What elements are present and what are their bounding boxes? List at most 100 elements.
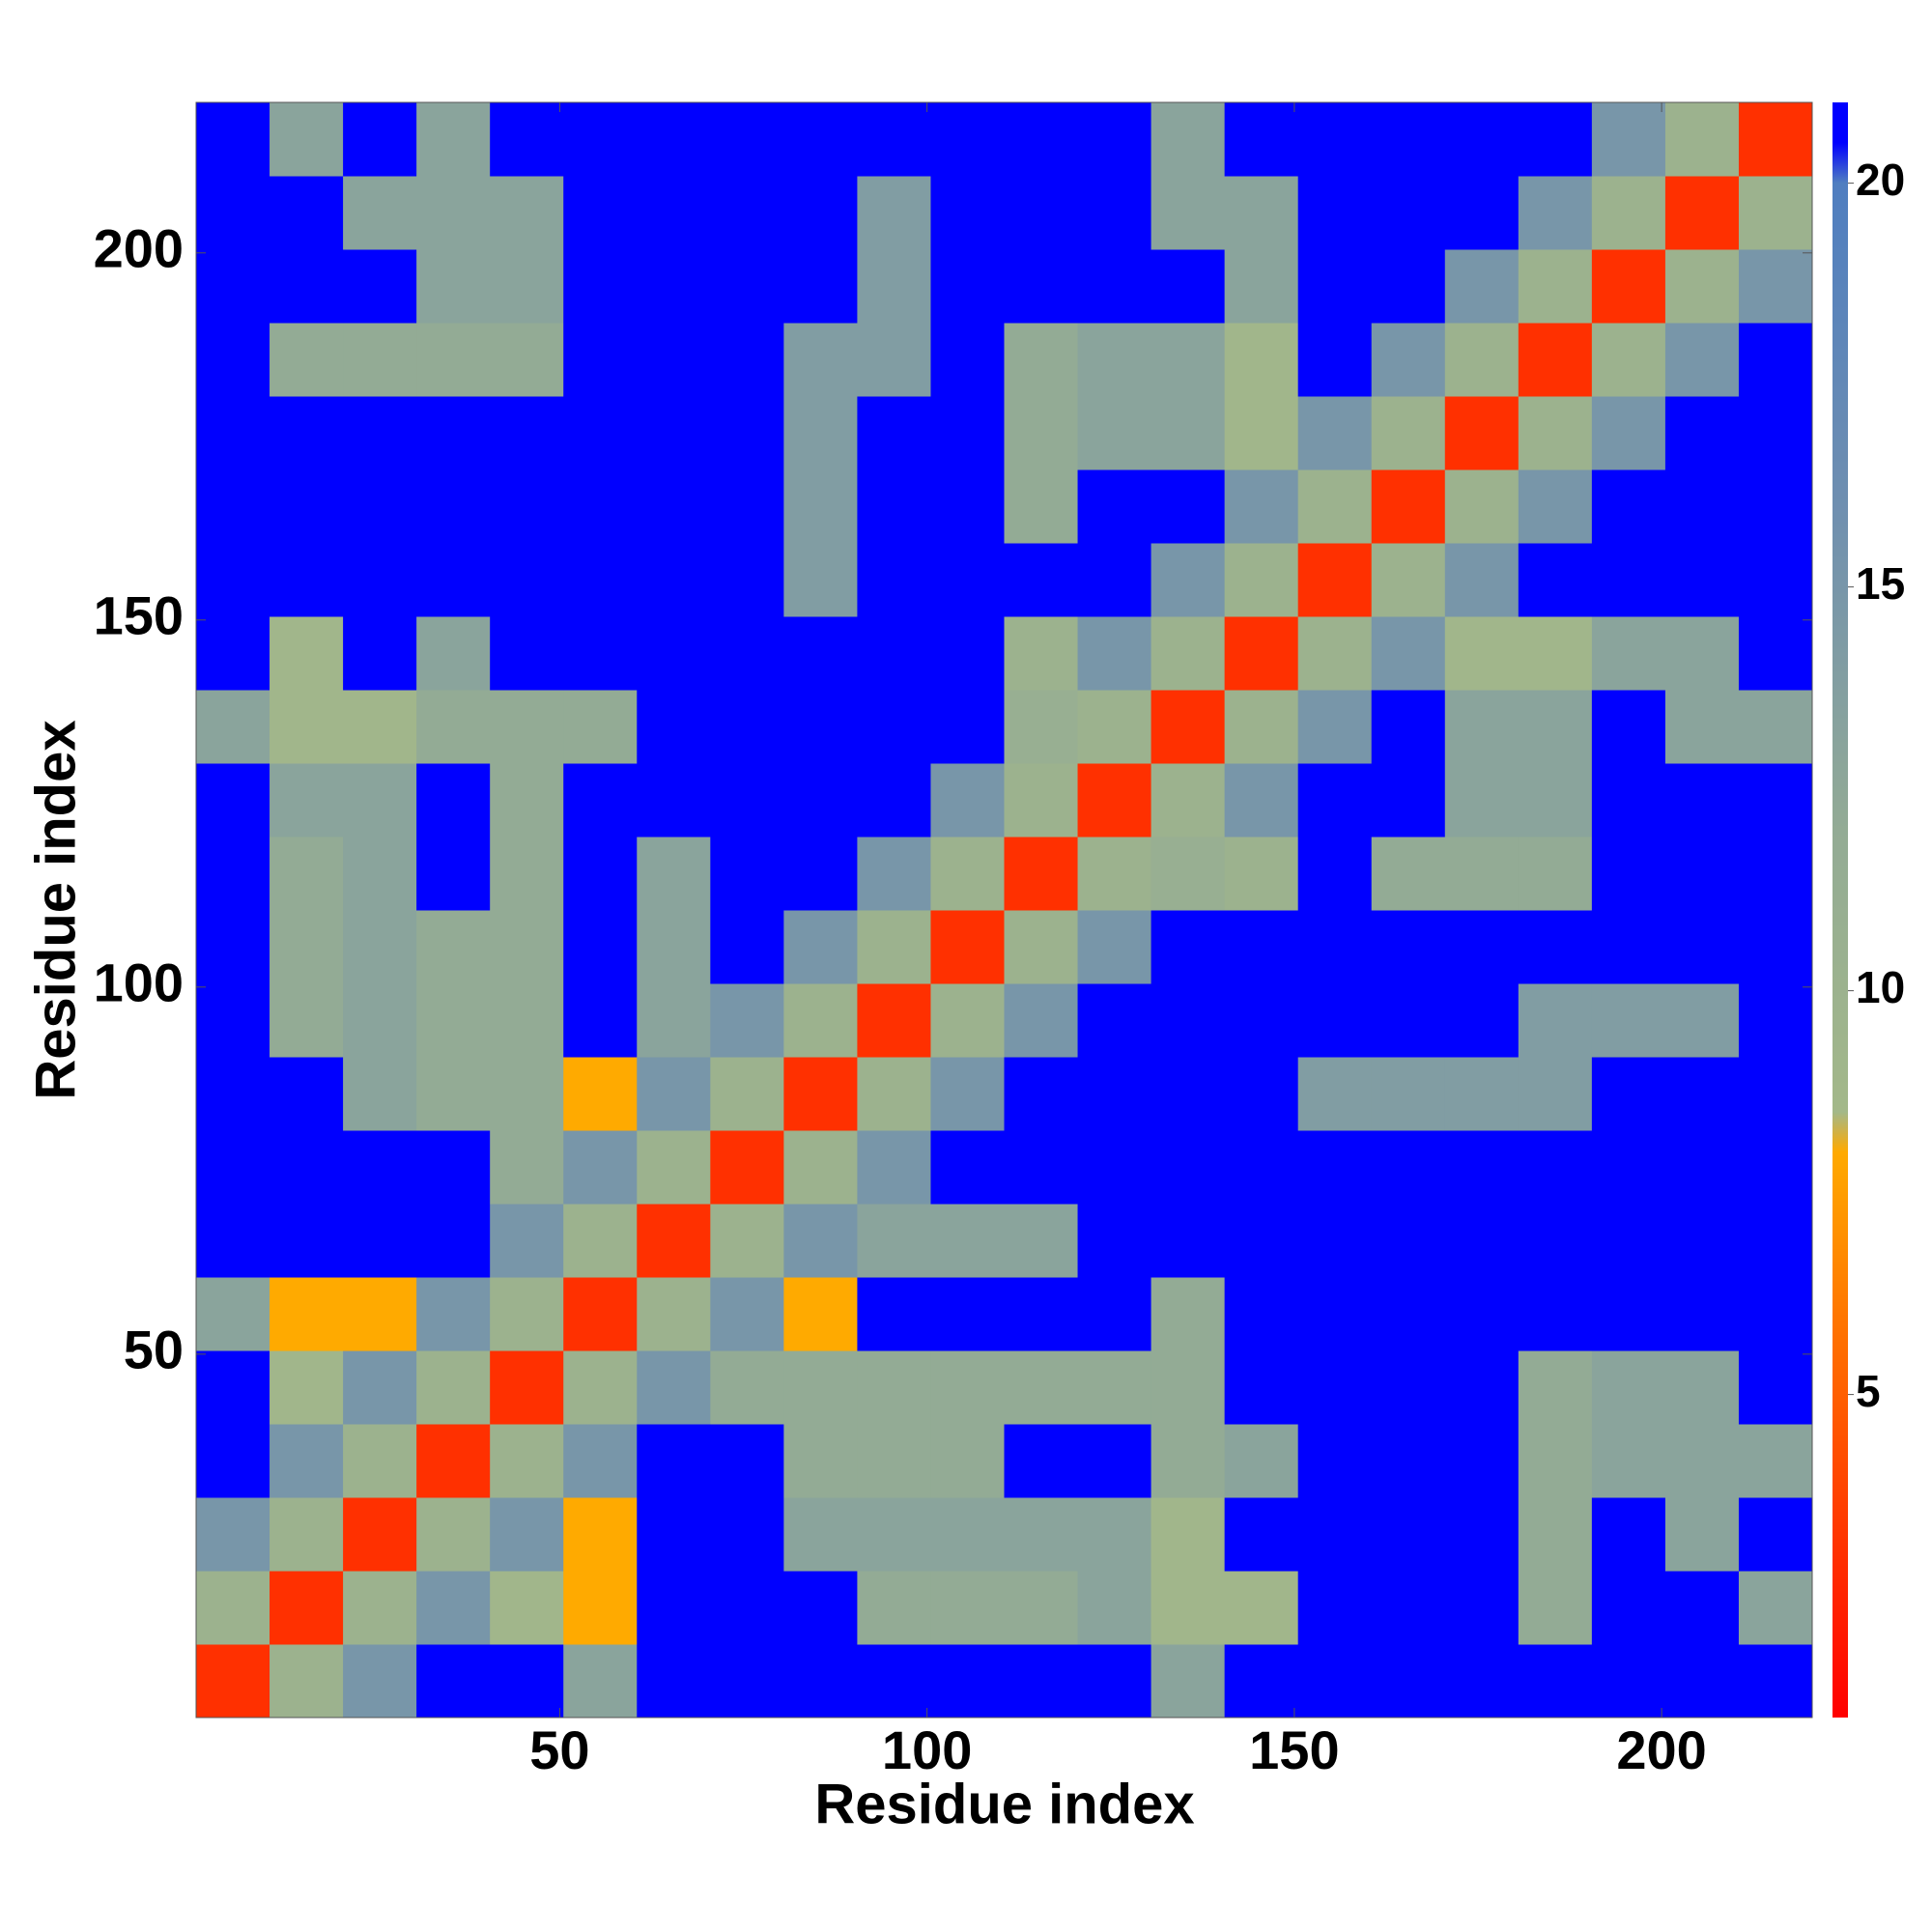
heatmap-cell xyxy=(1004,1571,1079,1645)
heatmap-cell xyxy=(1224,1644,1299,1719)
heatmap-cell xyxy=(710,837,784,911)
heatmap-cell xyxy=(1371,1277,1446,1351)
heatmap-cell xyxy=(1077,1130,1152,1205)
heatmap-cell xyxy=(783,176,858,250)
heatmap-cell xyxy=(1297,910,1373,984)
heatmap-cell xyxy=(1591,1277,1666,1351)
heatmap-cell xyxy=(637,983,711,1058)
heatmap-cell xyxy=(343,249,417,324)
heatmap-cell xyxy=(490,1350,564,1425)
heatmap-cell xyxy=(1151,1350,1226,1425)
heatmap-cell xyxy=(1738,910,1813,984)
heatmap-cell xyxy=(416,1497,491,1572)
heatmap-cell xyxy=(1444,1350,1520,1425)
heatmap-cell xyxy=(270,102,344,177)
heatmap-cell xyxy=(1077,1057,1152,1131)
heatmap-cell xyxy=(1664,249,1740,324)
heatmap-cell xyxy=(196,102,270,177)
heatmap-cell xyxy=(857,1277,931,1351)
heatmap-cell xyxy=(1151,837,1226,911)
heatmap-cell xyxy=(1664,910,1740,984)
heatmap-cell xyxy=(637,1497,711,1572)
heatmap-cell xyxy=(930,1204,1005,1278)
heatmap-cell xyxy=(783,1497,858,1572)
heatmap-cell xyxy=(343,1424,417,1498)
heatmap-cell xyxy=(1591,396,1666,470)
heatmap-cell xyxy=(637,249,711,324)
x-tick-label: 200 xyxy=(1616,1719,1706,1780)
heatmap-cell xyxy=(857,616,931,691)
heatmap-cell xyxy=(1444,1130,1520,1205)
heatmap-cell xyxy=(196,983,270,1058)
heatmap-cell xyxy=(1224,396,1299,470)
heatmap-cell xyxy=(1077,1277,1152,1351)
heatmap-cell xyxy=(930,616,1005,691)
heatmap-cell xyxy=(490,543,564,617)
heatmap-cell xyxy=(1077,1644,1152,1719)
heatmap-cell xyxy=(1371,102,1446,177)
heatmap-cell xyxy=(1224,837,1299,911)
heatmap-cell xyxy=(1004,763,1079,838)
heatmap-cell xyxy=(343,176,417,250)
heatmap-cell xyxy=(783,616,858,691)
heatmap-cell xyxy=(930,910,1005,984)
heatmap-cell xyxy=(857,543,931,617)
y-tick-label: 150 xyxy=(94,585,184,646)
heatmap-cell xyxy=(1738,1057,1813,1131)
heatmap-cell xyxy=(196,837,270,911)
heatmap-cell xyxy=(1224,1350,1299,1425)
heatmap-cell xyxy=(857,176,931,250)
heatmap-cell xyxy=(1151,1497,1226,1572)
heatmap-cell xyxy=(1297,983,1373,1058)
heatmap-cell xyxy=(637,1130,711,1205)
heatmap-cell xyxy=(270,1644,344,1719)
heatmap-cell xyxy=(1591,1350,1666,1425)
heatmap-cell xyxy=(1297,763,1373,838)
heatmap-cell xyxy=(1518,1571,1593,1645)
heatmap-cell xyxy=(1738,1277,1813,1351)
heatmap-cell xyxy=(1738,1350,1813,1425)
heatmap-cell xyxy=(1004,616,1079,691)
heatmap-cell xyxy=(1371,1644,1446,1719)
heatmap-cell xyxy=(1297,249,1373,324)
heatmap-cell xyxy=(270,1424,344,1498)
heatmap-cell xyxy=(1664,1424,1740,1498)
heatmap-cell xyxy=(1371,543,1446,617)
heatmap-cell xyxy=(1077,1204,1152,1278)
heatmap-cell xyxy=(1224,1571,1299,1645)
heatmap-cell xyxy=(270,1350,344,1425)
heatmap-cell xyxy=(710,1644,784,1719)
heatmap-cell xyxy=(416,543,491,617)
heatmap-cell xyxy=(1664,469,1740,544)
heatmap-cell xyxy=(1664,616,1740,691)
heatmap-cell xyxy=(930,1497,1005,1572)
heatmap-cell xyxy=(1444,469,1520,544)
heatmap-cell xyxy=(563,543,638,617)
heatmap-cell xyxy=(490,1497,564,1572)
heatmap-cell xyxy=(1224,616,1299,691)
heatmap-cell xyxy=(857,837,931,911)
heatmap-cell xyxy=(710,543,784,617)
heatmap-cell xyxy=(1664,1057,1740,1131)
heatmap-cell xyxy=(343,763,417,838)
heatmap-cell xyxy=(1738,176,1813,250)
heatmap-cell xyxy=(343,910,417,984)
heatmap-cell xyxy=(710,1571,784,1645)
heatmap-cell xyxy=(710,176,784,250)
heatmap-cell xyxy=(1004,837,1079,911)
heatmap-cell xyxy=(1371,1350,1446,1425)
heatmap-cell xyxy=(416,1571,491,1645)
x-tick-label: 150 xyxy=(1249,1719,1339,1780)
heatmap-cell xyxy=(710,763,784,838)
heatmap-cell xyxy=(1077,1350,1152,1425)
heatmap-cell xyxy=(1371,910,1446,984)
heatmap-cell xyxy=(416,396,491,470)
heatmap-cell xyxy=(196,1644,270,1719)
heatmap-cell xyxy=(416,323,491,397)
heatmap-cell xyxy=(930,837,1005,911)
heatmap-cell xyxy=(1444,323,1520,397)
heatmap-cell xyxy=(416,1424,491,1498)
heatmap-cell xyxy=(196,1497,270,1572)
heatmap-cell xyxy=(490,176,564,250)
heatmap-cell xyxy=(196,1424,270,1498)
